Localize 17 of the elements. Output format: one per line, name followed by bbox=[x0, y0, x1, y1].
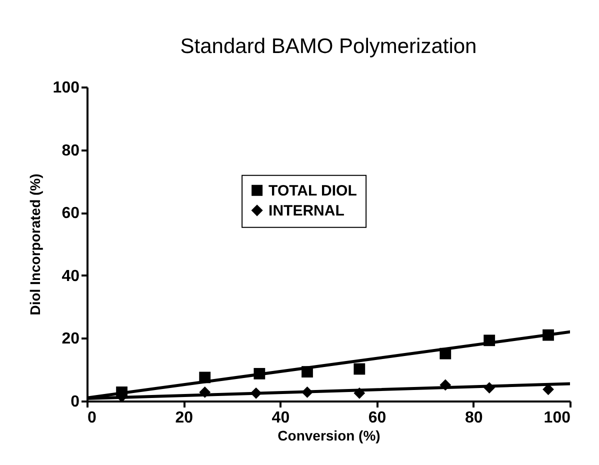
chart-title: Standard BAMO Polymerization bbox=[180, 35, 477, 58]
x-tick-label: 40 bbox=[272, 410, 290, 426]
x-tick-label: 20 bbox=[175, 410, 194, 426]
y-axis-title: Diol Incorporated (%) bbox=[26, 174, 43, 316]
x-tick-label: 0 bbox=[88, 410, 96, 426]
x-axis-title: Conversion (%) bbox=[278, 428, 380, 444]
y-tick-label: 40 bbox=[62, 268, 80, 285]
x-tick-label: 60 bbox=[368, 410, 386, 426]
y-tick-label: 20 bbox=[62, 330, 80, 348]
y-tick-label: 100 bbox=[52, 80, 80, 96]
legend-label: INTERNAL bbox=[268, 202, 344, 220]
y-tick-label: 0 bbox=[70, 394, 80, 410]
y-tick-label: 80 bbox=[62, 142, 80, 160]
legend-label: TOTAL DIOL bbox=[268, 182, 357, 200]
y-tick-label: 60 bbox=[62, 205, 80, 222]
x-tick-label: 100 bbox=[544, 410, 571, 426]
x-tick-label: 80 bbox=[465, 410, 483, 426]
